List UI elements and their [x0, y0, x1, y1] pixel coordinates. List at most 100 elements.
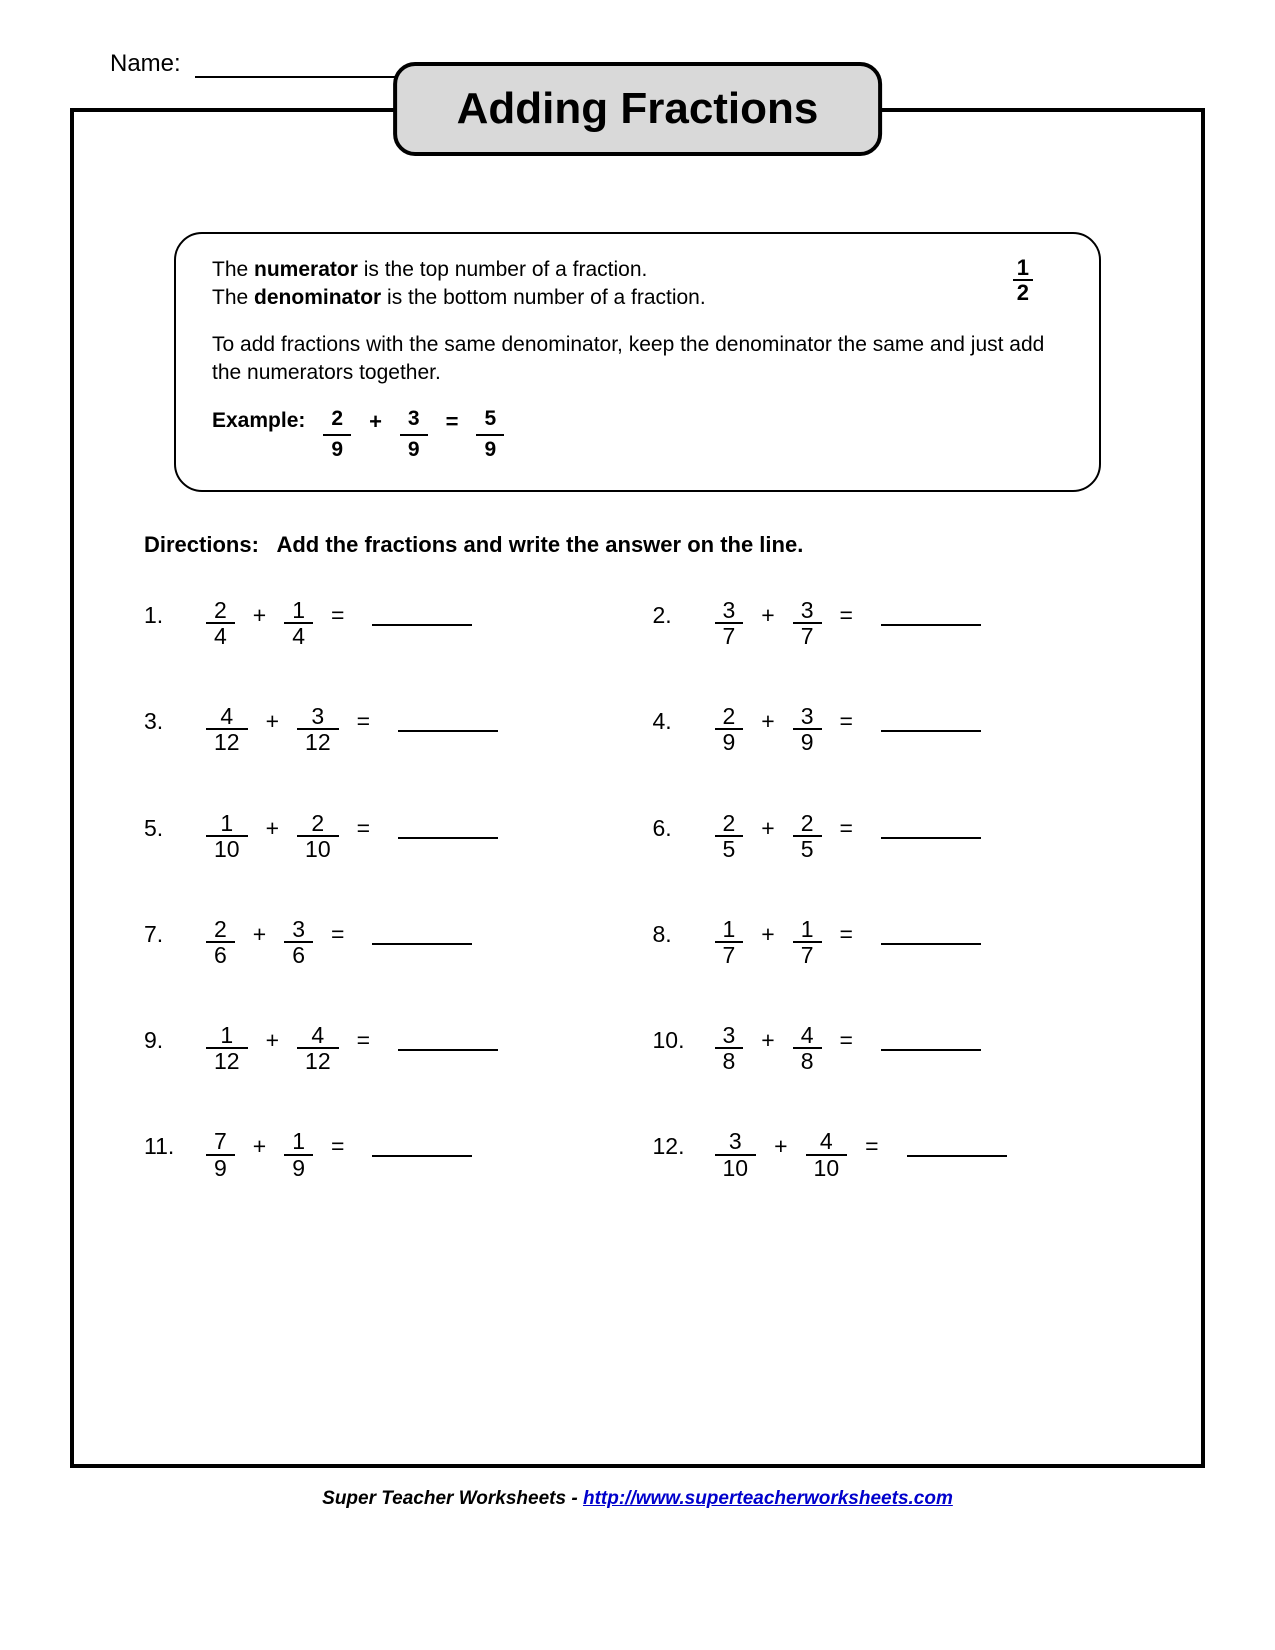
problem-number: 1.	[144, 598, 188, 629]
equals-icon: =	[840, 598, 853, 629]
problem-frac-b: 36	[284, 917, 313, 967]
worksheet-title: Adding Fractions	[393, 62, 883, 156]
problem-row: 12.310+410=	[653, 1129, 1132, 1179]
problem-row: 1. 24 +14 =	[144, 598, 623, 648]
problem-number: 9.	[144, 1023, 188, 1054]
plus-icon: +	[266, 704, 279, 735]
problem-row: 11. 79 +19 =	[144, 1129, 623, 1179]
footer-link[interactable]: http://www.superteacherworksheets.com	[583, 1488, 953, 1509]
problem-frac-a: 17	[715, 917, 744, 967]
answer-blank[interactable]	[881, 730, 981, 732]
problem-frac-a: 24	[206, 598, 235, 648]
sample-fraction-numerator: 1	[1013, 256, 1033, 281]
problem-frac-a: 112	[206, 1023, 248, 1073]
problems-grid: 1.24+14=2.37+37=3.412+312=4.29+39=5.110+…	[144, 598, 1131, 1180]
problem-row: 2.37+37=	[653, 598, 1132, 648]
info-rule: To add fractions with the same denominat…	[212, 331, 1063, 388]
problem-number: 11.	[144, 1129, 188, 1160]
problem-row: 7. 26 +36 =	[144, 917, 623, 967]
problem-frac-a: 26	[206, 917, 235, 967]
equals-icon: =	[840, 917, 853, 948]
problem-number: 7.	[144, 917, 188, 948]
footer-brand: Super Teacher Worksheets	[322, 1488, 566, 1509]
answer-blank[interactable]	[398, 730, 498, 732]
problem-frac-a: 37	[715, 598, 744, 648]
plus-icon: +	[266, 1023, 279, 1054]
plus-icon: +	[761, 598, 774, 629]
sample-fraction: 1 2	[1013, 256, 1063, 304]
plus-icon: +	[761, 917, 774, 948]
info-definitions: The numerator is the top number of a fra…	[212, 256, 1063, 313]
problem-frac-b: 25	[793, 811, 822, 861]
worksheet-page: Name: Adding Fractions The numerator is …	[0, 0, 1275, 1650]
problem-frac-b: 39	[793, 704, 822, 754]
answer-blank[interactable]	[881, 624, 981, 626]
plus-icon: +	[761, 704, 774, 735]
plus-icon: +	[369, 405, 382, 437]
problem-frac-b: 17	[793, 917, 822, 967]
problem-frac-a: 29	[715, 704, 744, 754]
answer-blank[interactable]	[372, 1155, 472, 1157]
plus-icon: +	[253, 1129, 266, 1160]
problem-row: 4.29+39=	[653, 704, 1132, 754]
problem-frac-a: 110	[206, 811, 248, 861]
problem-frac-b: 210	[297, 811, 339, 861]
plus-icon: +	[253, 917, 266, 948]
problem-frac-a: 38	[715, 1023, 744, 1073]
answer-blank[interactable]	[881, 837, 981, 839]
plus-icon: +	[761, 1023, 774, 1054]
plus-icon: +	[253, 598, 266, 629]
plus-icon: +	[761, 811, 774, 842]
answer-blank[interactable]	[372, 943, 472, 945]
problem-number: 3.	[144, 704, 188, 735]
directions: Directions: Add the fractions and write …	[144, 532, 1131, 558]
problem-row: 8.17+17=	[653, 917, 1132, 967]
problem-number: 5.	[144, 811, 188, 842]
problem-frac-a: 79	[206, 1129, 235, 1179]
footer-sep: -	[566, 1488, 583, 1509]
problem-frac-a: 412	[206, 704, 248, 754]
answer-blank[interactable]	[372, 624, 472, 626]
info-line-denominator: The denominator is the bottom number of …	[212, 284, 989, 312]
example-label: Example:	[212, 405, 305, 435]
directions-text: Add the fractions and write the answer o…	[276, 532, 803, 557]
example-row: Example: 2 9 + 3 9 = 5 9	[212, 405, 1063, 464]
problem-frac-a: 310	[715, 1129, 757, 1179]
equals-icon: =	[840, 1023, 853, 1054]
example-frac-a: 2 9	[323, 405, 351, 464]
answer-blank[interactable]	[907, 1155, 1007, 1157]
problem-row: 6. 25 +25 =	[653, 811, 1132, 861]
problem-frac-b: 19	[284, 1129, 313, 1179]
equals-icon: =	[331, 1129, 344, 1160]
example-frac-answer: 5 9	[476, 405, 504, 464]
footer: Super Teacher Worksheets - http://www.su…	[70, 1488, 1205, 1510]
problem-number: 6.	[653, 811, 697, 842]
problem-frac-a: 25	[715, 811, 744, 861]
equals-icon: =	[840, 811, 853, 842]
equals-icon: =	[357, 811, 370, 842]
equals-icon: =	[446, 405, 459, 437]
info-text: The numerator is the top number of a fra…	[212, 256, 989, 313]
answer-blank[interactable]	[398, 837, 498, 839]
problem-row: 5.110+210=	[144, 811, 623, 861]
problem-frac-b: 14	[284, 598, 313, 648]
problem-row: 3.412+312=	[144, 704, 623, 754]
sample-fraction-denominator: 2	[1013, 281, 1033, 304]
equals-icon: =	[840, 704, 853, 735]
equals-icon: =	[331, 917, 344, 948]
info-line-numerator: The numerator is the top number of a fra…	[212, 256, 989, 284]
problem-number: 10.	[653, 1023, 697, 1054]
problem-frac-b: 312	[297, 704, 339, 754]
problem-frac-b: 412	[297, 1023, 339, 1073]
answer-blank[interactable]	[881, 943, 981, 945]
problem-frac-b: 48	[793, 1023, 822, 1073]
equals-icon: =	[331, 598, 344, 629]
equals-icon: =	[865, 1129, 878, 1160]
problem-number: 12.	[653, 1129, 697, 1160]
answer-blank[interactable]	[398, 1049, 498, 1051]
content-frame: Adding Fractions The numerator is the to…	[70, 108, 1205, 1468]
answer-blank[interactable]	[881, 1049, 981, 1051]
problem-frac-b: 410	[806, 1129, 848, 1179]
directions-label: Directions:	[144, 532, 259, 557]
name-label: Name:	[110, 50, 181, 77]
